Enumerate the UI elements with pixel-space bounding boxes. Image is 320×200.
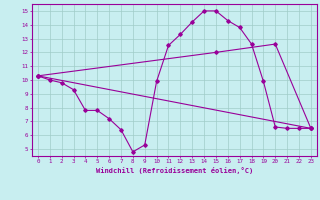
X-axis label: Windchill (Refroidissement éolien,°C): Windchill (Refroidissement éolien,°C)	[96, 167, 253, 174]
